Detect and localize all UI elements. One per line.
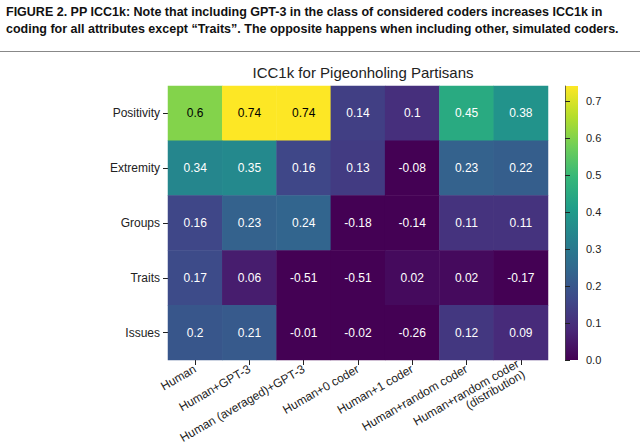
svg-text:-0.14: -0.14 [399,216,427,230]
svg-text:0.2: 0.2 [586,280,601,292]
svg-text:0.3: 0.3 [586,243,601,255]
svg-text:0.6: 0.6 [187,106,204,120]
svg-text:0.02: 0.02 [455,271,479,285]
svg-text:0.09: 0.09 [509,326,533,340]
svg-text:0.5: 0.5 [586,169,601,181]
svg-text:-0.08: -0.08 [399,161,427,175]
svg-text:-0.01: -0.01 [290,326,318,340]
svg-text:0.2: 0.2 [187,326,204,340]
svg-text:Traits: Traits [130,271,160,285]
svg-text:0.1: 0.1 [404,106,421,120]
svg-text:0.0: 0.0 [586,354,601,366]
svg-text:0.21: 0.21 [238,326,262,340]
svg-text:0.02: 0.02 [401,271,425,285]
svg-text:0.74: 0.74 [292,106,316,120]
svg-text:Issues: Issues [125,326,160,340]
svg-text:0.14: 0.14 [346,106,370,120]
html-text:FIGURE 2. PP ICC1k: Note that: FIGURE 2. PP ICC1k: Note that including … [6,5,619,36]
svg-text:0.38: 0.38 [509,106,533,120]
svg-text:Human+GPT-3: Human+GPT-3 [176,361,253,415]
svg-text:0.34: 0.34 [183,161,207,175]
svg-text:-0.26: -0.26 [399,326,427,340]
svg-text:0.1: 0.1 [586,317,601,329]
svg-text:Groups: Groups [121,216,160,230]
svg-text:0.23: 0.23 [238,216,262,230]
svg-text:Human (averaged)+GPT-3: Human (averaged)+GPT-3 [177,361,308,445]
svg-text:0.16: 0.16 [183,216,207,230]
svg-text:0.4: 0.4 [586,206,601,218]
svg-text:0.35: 0.35 [238,161,262,175]
svg-text:0.74: 0.74 [238,106,262,120]
svg-text:-0.51: -0.51 [290,271,318,285]
svg-text:0.12: 0.12 [455,326,479,340]
svg-text:ICC1k for Pigeonholing Partisa: ICC1k for Pigeonholing Partisans [253,64,474,81]
svg-text:0.45: 0.45 [455,106,479,120]
svg-text:0.13: 0.13 [346,161,370,175]
svg-text:Human: Human [158,362,198,393]
svg-text:-0.18: -0.18 [344,216,372,230]
svg-text:0.6: 0.6 [586,132,601,144]
svg-text:-0.51: -0.51 [344,271,372,285]
svg-text:0.06: 0.06 [238,271,262,285]
svg-text:0.11: 0.11 [510,216,533,230]
svg-text:-0.02: -0.02 [344,326,372,340]
svg-text:Human+random coder: Human+random coder [411,357,522,429]
svg-text:0.11: 0.11 [455,216,478,230]
svg-text:Positivity: Positivity [113,106,160,120]
svg-text:-0.17: -0.17 [507,271,535,285]
svg-text:0.7: 0.7 [586,95,601,107]
svg-text:Extremity: Extremity [110,161,160,175]
svg-text:Human+1 coder: Human+1 coder [334,361,416,417]
svg-text:0.22: 0.22 [509,161,533,175]
svg-text:0.23: 0.23 [455,161,479,175]
svg-text:Human+0 coder: Human+0 coder [280,361,362,417]
svg-text:0.17: 0.17 [183,271,207,285]
svg-text:0.16: 0.16 [292,161,316,175]
svg-text:0.24: 0.24 [292,216,316,230]
svg-text:(distribution): (distribution) [463,367,527,412]
